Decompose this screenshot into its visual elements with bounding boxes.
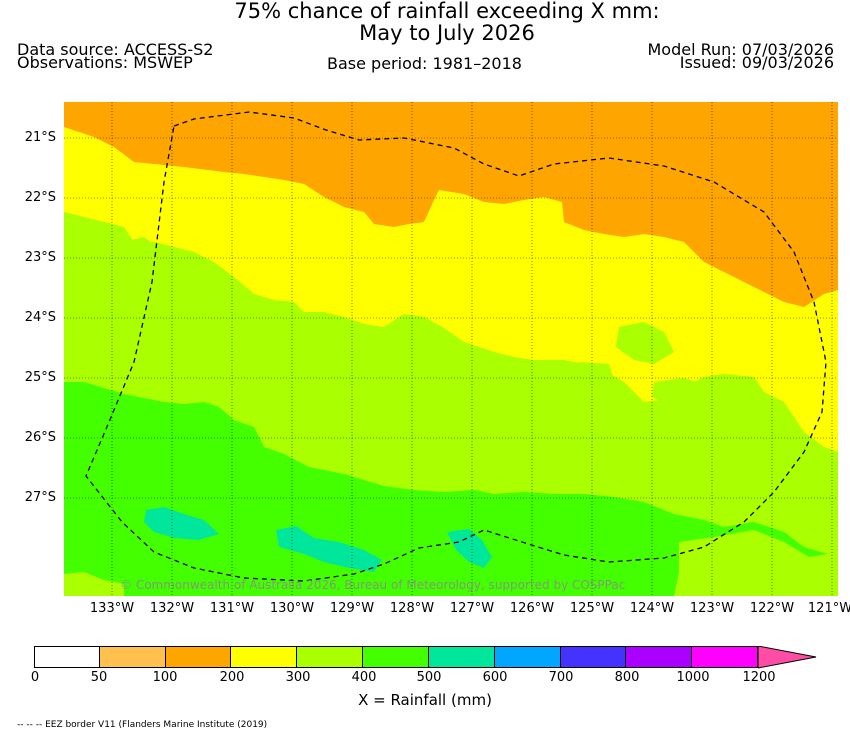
- lon-label: 125°W: [569, 601, 615, 616]
- lon-label: 133°W: [89, 601, 135, 616]
- colorbar-segment: [34, 646, 100, 668]
- base-period: Base period: 1981–2018: [327, 54, 522, 73]
- colorbar-tick: 400: [351, 670, 377, 685]
- lon-label: 131°W: [209, 601, 255, 616]
- zone-300-400-blob-4: [574, 362, 614, 384]
- colorbar-tick: 800: [614, 670, 640, 685]
- lat-label: 23°S: [24, 250, 56, 265]
- colorbar-segment: [428, 646, 495, 668]
- colorbar-segment: [231, 646, 298, 668]
- lat-label: 27°S: [24, 490, 56, 505]
- colorbar-tick: 1200: [742, 670, 776, 685]
- title-line-1: 75% chance of rainfall exceeding X mm:: [234, 0, 660, 23]
- colorbar-segment: [560, 646, 627, 668]
- colorbar-tick: 0: [30, 670, 40, 685]
- colorbar-segment: [297, 646, 364, 668]
- colorbar-segment: [692, 646, 758, 668]
- colorbar-segment: [165, 646, 232, 668]
- lon-label: 124°W: [629, 601, 675, 616]
- lat-label: 26°S: [24, 430, 56, 445]
- colorbar-tick: 700: [548, 670, 574, 685]
- colorbar-arrow: [758, 646, 817, 669]
- observations: Observations: MSWEP: [17, 53, 193, 72]
- colorbar-segment: [99, 646, 166, 668]
- lon-label: 127°W: [449, 601, 495, 616]
- lat-label: 25°S: [24, 370, 56, 385]
- lon-label: 132°W: [149, 601, 195, 616]
- colorbar-tick: 100: [152, 670, 178, 685]
- colorbar-segment: [626, 646, 693, 668]
- colorbar-segment: [494, 646, 561, 668]
- model-run: Model Run: 07/03/2026: [647, 40, 835, 59]
- title-line-2: May to July 2026: [359, 21, 535, 45]
- footnote: -- -- -- EEZ border V11 (Flanders Marine…: [17, 720, 268, 730]
- colorbar-tick: 50: [90, 670, 108, 685]
- colorbar-tick: 200: [219, 670, 245, 685]
- eez-border: [85, 111, 827, 582]
- lon-label: 130°W: [269, 601, 315, 616]
- lat-label: 24°S: [24, 310, 56, 325]
- zone-500-600-b: [276, 526, 382, 572]
- rainfall-map: © Commonwealth of Australia 2026, Bureau…: [64, 102, 838, 596]
- colorbar-tick: 1000: [676, 670, 710, 685]
- zone-300-400-blob-2: [652, 378, 714, 407]
- colorbar-tick: 600: [482, 670, 508, 685]
- data-source: Data source: ACCESS-S2: [17, 40, 214, 59]
- zone-300-400-blob-3: [702, 397, 744, 437]
- issued: Issued: 09/03/2026: [679, 53, 834, 72]
- lat-label: 22°S: [24, 190, 56, 205]
- colorbar-tick: 500: [416, 670, 442, 685]
- zone-300-400-sw: [64, 572, 124, 596]
- zone-100-200: [64, 102, 838, 307]
- grid: [64, 102, 838, 596]
- lon-label: 128°W: [389, 601, 435, 616]
- zone-300-400-blob-1: [616, 322, 674, 364]
- zone-300-400-se: [674, 530, 838, 596]
- colorbar-label: X = Rainfall (mm): [358, 691, 492, 709]
- zone-500-600-c: [447, 529, 492, 568]
- lon-label: 122°W: [749, 601, 795, 616]
- colorbar-segment: [363, 646, 429, 668]
- copyright-text: © Commonwealth of Australia 2026, Bureau…: [120, 578, 625, 592]
- lon-label: 126°W: [509, 601, 555, 616]
- zone-500-600-a: [144, 507, 219, 540]
- lon-label: 121°W: [807, 601, 850, 616]
- colorbar-tick: 300: [285, 670, 311, 685]
- lon-label: 129°W: [329, 601, 375, 616]
- lon-label: 123°W: [689, 601, 735, 616]
- lat-label: 21°S: [24, 130, 56, 145]
